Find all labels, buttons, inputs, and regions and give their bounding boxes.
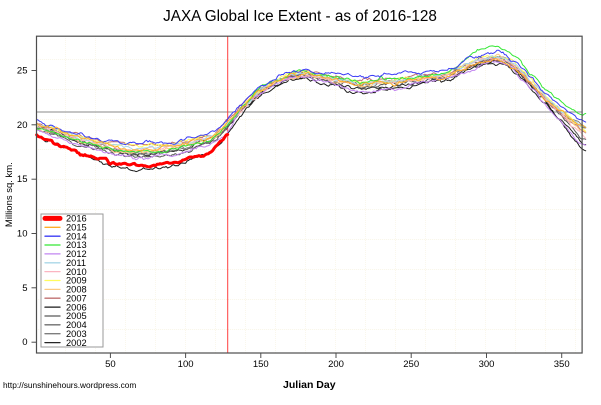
svg-text:Julian Day: Julian Day <box>283 379 336 391</box>
svg-text:15: 15 <box>17 174 28 185</box>
svg-text:200: 200 <box>328 359 344 370</box>
svg-text:20: 20 <box>17 120 28 131</box>
svg-text:0: 0 <box>22 337 27 348</box>
svg-text:350: 350 <box>554 359 570 370</box>
svg-text:2002: 2002 <box>66 338 87 348</box>
svg-text:25: 25 <box>17 66 28 77</box>
svg-text:50: 50 <box>105 359 116 370</box>
svg-text:5: 5 <box>22 283 27 294</box>
svg-text:150: 150 <box>253 359 269 370</box>
svg-text:JAXA Global Ice Extent - as of: JAXA Global Ice Extent - as of 2016-128 <box>163 8 437 25</box>
svg-text:250: 250 <box>403 359 419 370</box>
svg-text:10: 10 <box>17 229 28 240</box>
svg-text:Millions sq. km.: Millions sq. km. <box>4 162 15 227</box>
svg-text:http://sunshinehours.wordpress: http://sunshinehours.wordpress.com <box>3 380 136 390</box>
svg-text:100: 100 <box>178 359 194 370</box>
svg-text:300: 300 <box>479 359 495 370</box>
